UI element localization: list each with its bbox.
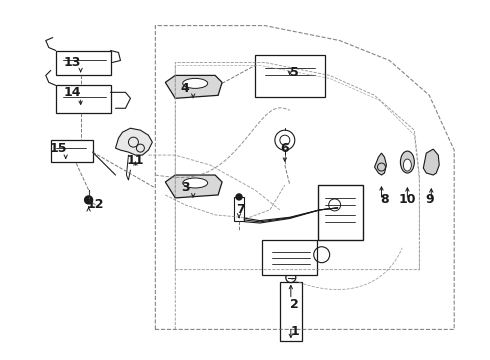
Text: 3: 3	[181, 181, 190, 194]
Text: 5: 5	[291, 66, 299, 79]
Text: 13: 13	[64, 56, 81, 69]
Text: 9: 9	[425, 193, 434, 206]
Text: 1: 1	[291, 325, 299, 338]
Text: 2: 2	[291, 298, 299, 311]
Ellipse shape	[400, 151, 415, 173]
Polygon shape	[374, 153, 387, 175]
Ellipse shape	[183, 178, 208, 188]
Text: 7: 7	[236, 203, 245, 216]
Ellipse shape	[183, 78, 208, 88]
Text: 8: 8	[380, 193, 389, 206]
Text: 10: 10	[399, 193, 416, 206]
Bar	[51, 140, 93, 162]
Polygon shape	[423, 149, 439, 175]
Bar	[56, 85, 111, 113]
Circle shape	[236, 194, 242, 200]
Bar	[262, 240, 317, 275]
Text: 14: 14	[64, 86, 81, 99]
Text: 4: 4	[181, 82, 190, 95]
Text: 11: 11	[127, 154, 144, 167]
Bar	[56, 50, 111, 75]
Text: 12: 12	[87, 198, 104, 211]
Bar	[255, 55, 325, 97]
Text: 15: 15	[50, 141, 68, 155]
Polygon shape	[165, 75, 222, 98]
Ellipse shape	[403, 159, 412, 171]
Circle shape	[85, 196, 93, 204]
Bar	[234, 197, 244, 221]
Text: 6: 6	[281, 141, 289, 155]
Polygon shape	[116, 128, 152, 155]
Bar	[280, 282, 302, 341]
Bar	[318, 185, 363, 240]
Polygon shape	[165, 175, 222, 198]
